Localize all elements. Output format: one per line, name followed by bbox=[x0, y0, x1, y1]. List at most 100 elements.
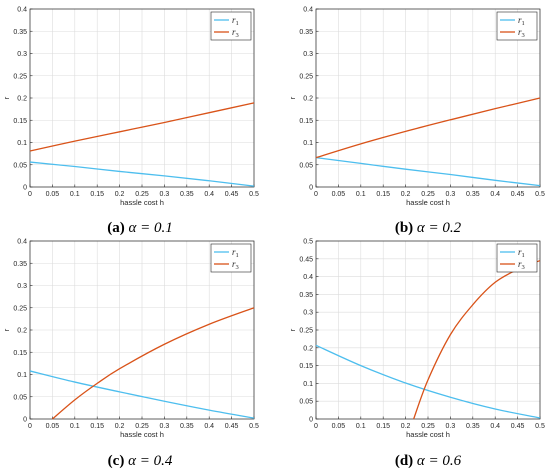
y-tick-label: 0.25 bbox=[299, 73, 313, 80]
y-tick-label: 0.2 bbox=[303, 345, 313, 352]
x-tick-label: 0 bbox=[28, 423, 32, 430]
x-axis-label: hassle cost h bbox=[120, 198, 164, 207]
y-tick-label: 0.4 bbox=[17, 7, 27, 14]
y-tick-label: 0.1 bbox=[17, 372, 27, 379]
legend-label-r3: r3 bbox=[518, 259, 525, 271]
legend-label-r1: r1 bbox=[232, 247, 239, 259]
x-tick-label: 0.35 bbox=[466, 423, 480, 430]
legend-box bbox=[496, 11, 538, 41]
legend-label-r1: r1 bbox=[518, 247, 525, 259]
x-tick-label: 0.5 bbox=[535, 423, 545, 430]
y-tick-label: 0.35 bbox=[299, 292, 313, 299]
x-tick-label: 0.15 bbox=[376, 423, 390, 430]
x-tick-label: 0.45 bbox=[225, 423, 239, 430]
series-line-r1 bbox=[29, 370, 255, 419]
y-tick-label: 0.15 bbox=[13, 118, 27, 125]
x-tick-label: 0.35 bbox=[180, 423, 194, 430]
y-tick-label: 0.15 bbox=[299, 118, 313, 125]
x-tick-label: 0.2 bbox=[401, 191, 411, 198]
y-axis-label: r bbox=[288, 328, 297, 331]
y-tick-label: 0.1 bbox=[303, 140, 313, 147]
y-tick-label: 0.2 bbox=[17, 328, 27, 335]
y-tick-label: 0.3 bbox=[303, 310, 313, 317]
legend-label-r1: r1 bbox=[518, 15, 525, 27]
x-tick-label: 0.05 bbox=[46, 423, 60, 430]
x-tick-label: 0.1 bbox=[70, 423, 80, 430]
y-tick-label: 0.35 bbox=[299, 29, 313, 36]
series-line-r1 bbox=[315, 344, 541, 419]
x-tick-label: 0.4 bbox=[490, 191, 500, 198]
x-tick-label: 0.5 bbox=[249, 423, 259, 430]
y-tick-label: 0 bbox=[23, 185, 27, 192]
y-tick-label: 0.25 bbox=[299, 328, 313, 335]
x-tick-label: 0 bbox=[28, 191, 32, 198]
x-tick-label: 0.5 bbox=[535, 191, 545, 198]
chart-panel-1: 0 0.05 0.1 0.15 0.2 0.25 0.3 0.35 0.4 0.45 0.5 0 0.0… bbox=[288, 7, 545, 237]
x-tick-label: 0.2 bbox=[115, 191, 125, 198]
y-tick-label: 0.3 bbox=[303, 51, 313, 58]
legend-label-r3: r3 bbox=[232, 27, 239, 39]
x-tick-label: 0.45 bbox=[511, 423, 525, 430]
y-tick-label: 0.5 bbox=[303, 239, 313, 246]
panel-caption: (d) α = 0.6 bbox=[395, 453, 462, 469]
y-tick-label: 0.2 bbox=[303, 96, 313, 103]
y-tick-label: 0.35 bbox=[13, 29, 27, 36]
x-tick-label: 0.4 bbox=[204, 191, 214, 198]
x-tick-label: 0.2 bbox=[115, 423, 125, 430]
panel-caption: (c) α = 0.4 bbox=[108, 453, 173, 469]
x-tick-label: 0.3 bbox=[160, 191, 170, 198]
chart-panel-0: 0 0.05 0.1 0.15 0.2 0.25 0.3 0.35 0.4 0.45 0.5 0 0.0… bbox=[2, 7, 259, 237]
x-axis-label: hassle cost h bbox=[120, 430, 164, 439]
legend-label-r3: r3 bbox=[518, 27, 525, 39]
y-tick-label: 0.25 bbox=[13, 305, 27, 312]
legend-box bbox=[496, 243, 538, 273]
x-tick-label: 0.2 bbox=[401, 423, 411, 430]
panel-caption: (b) α = 0.2 bbox=[395, 220, 462, 236]
y-tick-label: 0.4 bbox=[303, 7, 313, 14]
x-tick-label: 0.45 bbox=[225, 191, 239, 198]
chart-panel-3: 0 0.05 0.1 0.15 0.2 0.25 0.3 0.35 0.4 0.45 0.5 0 0.0… bbox=[288, 239, 545, 470]
y-tick-label: 0.4 bbox=[303, 274, 313, 281]
x-tick-label: 0.4 bbox=[490, 423, 500, 430]
y-tick-label: 0.2 bbox=[17, 96, 27, 103]
x-tick-label: 0.15 bbox=[90, 423, 104, 430]
x-tick-label: 0.25 bbox=[421, 423, 435, 430]
y-tick-label: 0.3 bbox=[17, 51, 27, 58]
x-tick-label: 0.4 bbox=[204, 423, 214, 430]
series-line-r1 bbox=[315, 156, 541, 187]
x-tick-label: 0.3 bbox=[160, 423, 170, 430]
x-tick-label: 0.05 bbox=[46, 191, 60, 198]
panel-caption: (a) α = 0.1 bbox=[107, 220, 173, 236]
y-tick-label: 0 bbox=[23, 417, 27, 424]
y-tick-label: 0.45 bbox=[299, 256, 313, 263]
x-tick-label: 0.25 bbox=[421, 191, 435, 198]
series-line-r1 bbox=[29, 161, 255, 187]
y-axis-label: r bbox=[2, 96, 11, 99]
x-tick-label: 0.45 bbox=[511, 191, 525, 198]
x-tick-label: 0.35 bbox=[466, 191, 480, 198]
y-axis-label: r bbox=[2, 328, 11, 331]
x-tick-label: 0 bbox=[314, 191, 318, 198]
x-axis-label: hassle cost h bbox=[406, 198, 450, 207]
x-tick-label: 0.35 bbox=[180, 191, 194, 198]
x-tick-label: 0.05 bbox=[332, 423, 346, 430]
y-tick-label: 0.1 bbox=[303, 381, 313, 388]
legend-box bbox=[210, 243, 252, 273]
x-tick-label: 0.05 bbox=[332, 191, 346, 198]
y-tick-label: 0.15 bbox=[299, 363, 313, 370]
x-tick-label: 0.1 bbox=[356, 191, 366, 198]
x-tick-label: 0.3 bbox=[446, 423, 456, 430]
x-axis-label: hassle cost h bbox=[406, 430, 450, 439]
y-tick-label: 0.15 bbox=[13, 350, 27, 357]
x-tick-label: 0.5 bbox=[249, 191, 259, 198]
x-tick-label: 0.15 bbox=[376, 191, 390, 198]
x-tick-label: 0.25 bbox=[135, 423, 149, 430]
x-tick-label: 0 bbox=[314, 423, 318, 430]
y-tick-label: 0.4 bbox=[17, 239, 27, 246]
chart-panel-2: 0 0.05 0.1 0.15 0.2 0.25 0.3 0.35 0.4 0.45 0.5 0 0.0… bbox=[2, 239, 259, 470]
x-tick-label: 0.25 bbox=[135, 191, 149, 198]
y-tick-label: 0.05 bbox=[299, 162, 313, 169]
y-tick-label: 0.25 bbox=[13, 73, 27, 80]
series-line-r3 bbox=[29, 102, 255, 152]
